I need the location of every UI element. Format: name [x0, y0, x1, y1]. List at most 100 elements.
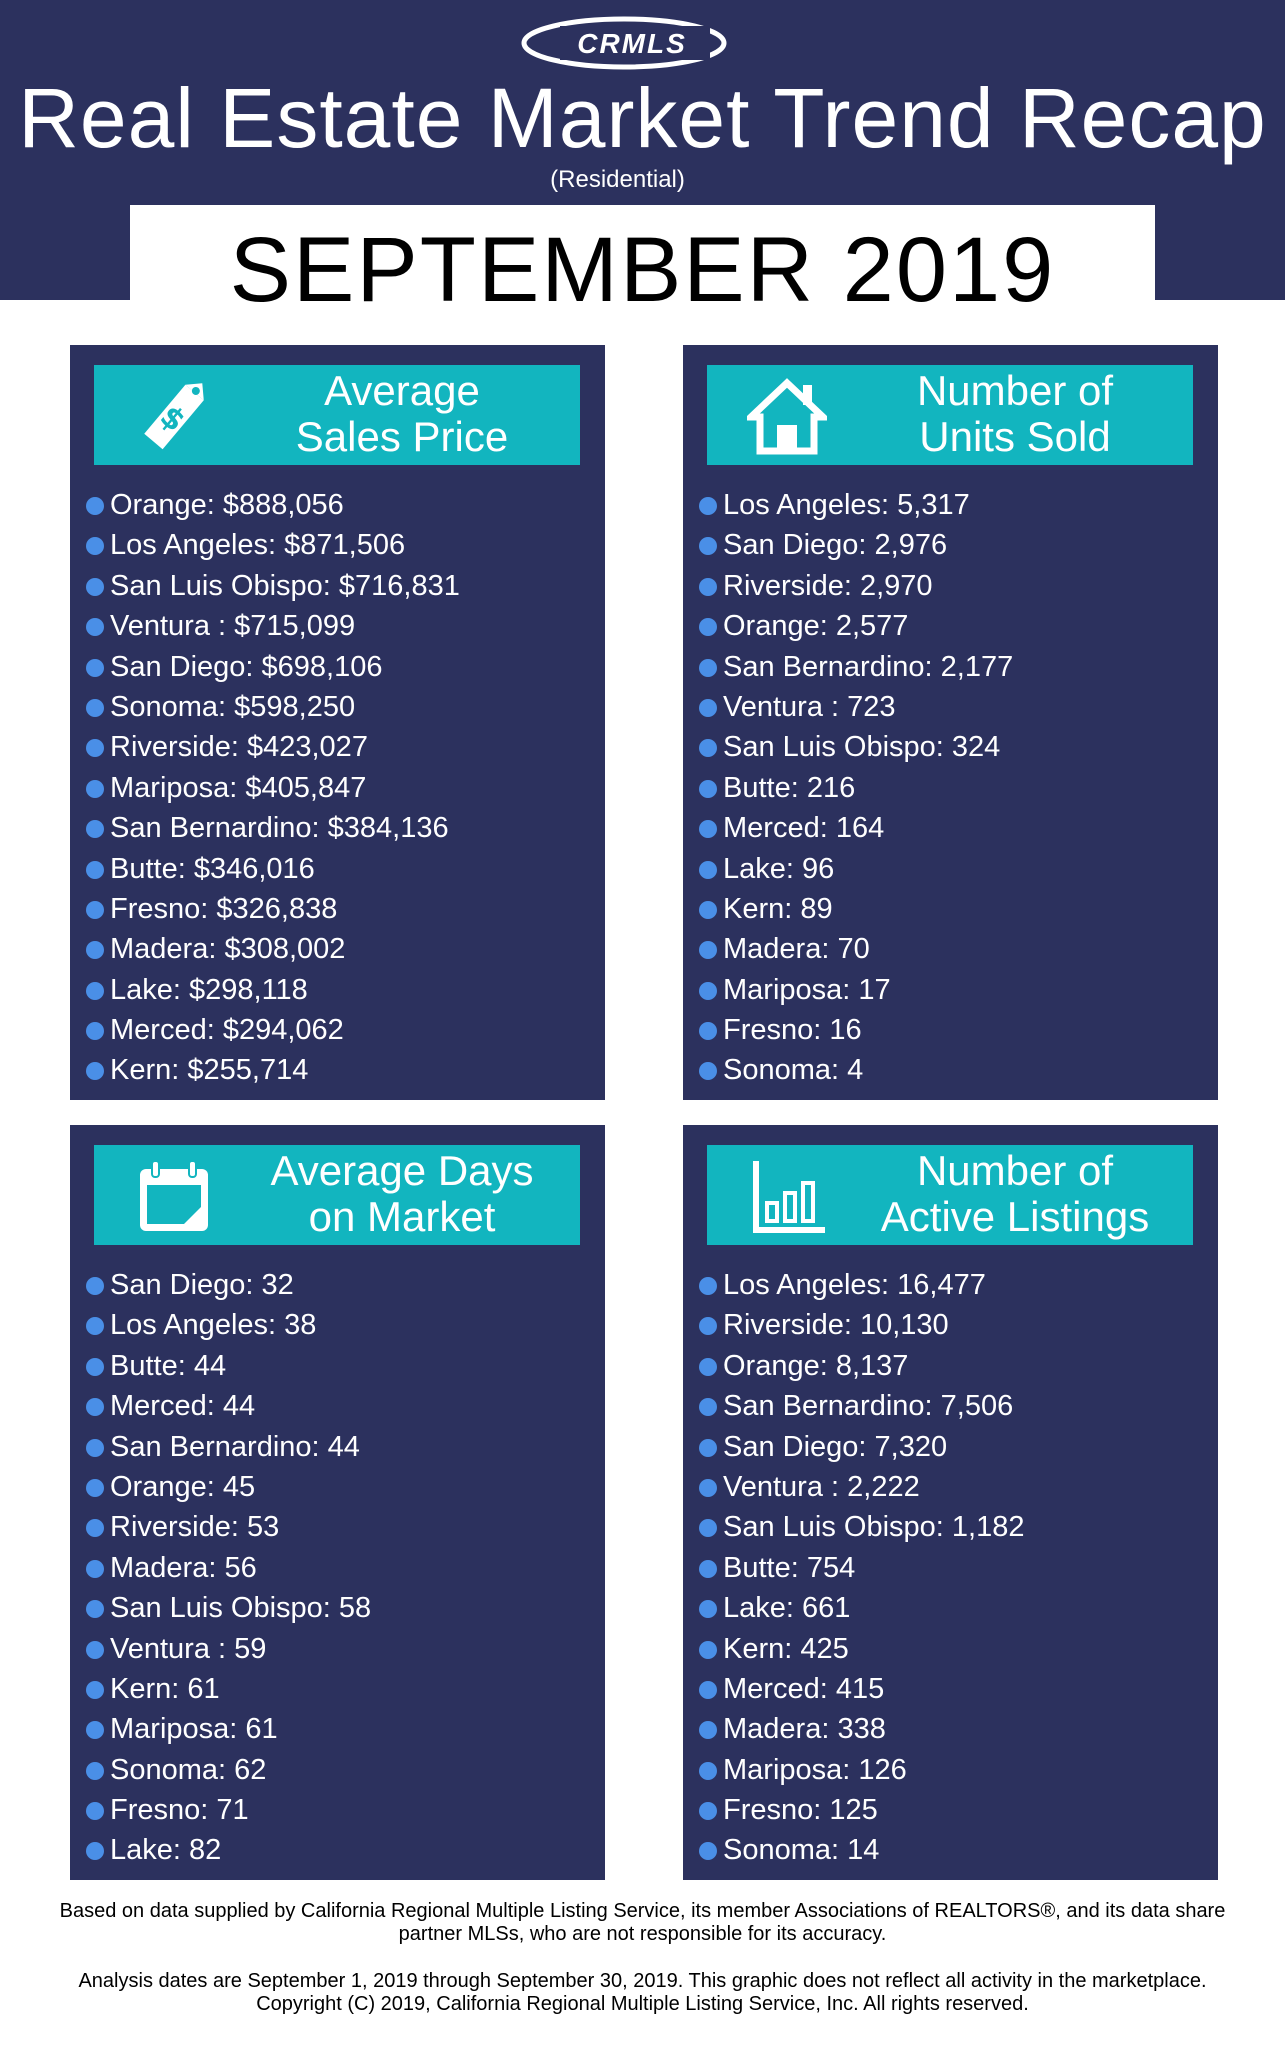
bullet-dot: [699, 497, 717, 515]
list-item-text: Orange: 8,137: [723, 1349, 909, 1382]
county-list: Los Angeles: 5,317 San Diego: 2,976 Rivers…: [699, 485, 1209, 1091]
list-item: Ventura : 59: [86, 1629, 596, 1669]
bullet-dot: [699, 658, 717, 677]
bullet-dot: [699, 1519, 717, 1538]
bullet-dot: [699, 981, 717, 1000]
list-item: Kern: 89: [699, 889, 1209, 929]
list-item-text: Riverside: 10,130: [723, 1309, 949, 1342]
bullet-dot: [699, 1277, 717, 1295]
list-item-text: Ventura : 723: [723, 690, 896, 723]
list-item-text: Butte: 754: [723, 1551, 856, 1584]
bullet-dot: [699, 537, 717, 556]
list-item: San Luis Obispo: 1,182: [699, 1507, 1209, 1547]
list-item: San Diego: 7,320: [699, 1427, 1209, 1467]
list-item-text: Madera: 70: [723, 933, 870, 966]
bullet-dot: [699, 1721, 717, 1740]
house-icon: [747, 377, 827, 457]
panel-active-listings: Number of Active Listings Los Angeles: 1…: [683, 1125, 1218, 1880]
bullet-dot: [699, 1680, 717, 1699]
bullet-dot: [86, 577, 104, 596]
list-item-text: Orange: $888,056: [110, 489, 344, 521]
bullet-dot: [86, 1761, 104, 1780]
list-item: Merced: 164: [699, 808, 1209, 848]
bullet-dot: [699, 779, 717, 798]
list-item: Los Angeles: $871,506: [86, 525, 596, 565]
list-item-text: Sonoma: 14: [723, 1834, 880, 1867]
list-item-text: Merced: 164: [723, 812, 885, 845]
list-item: San Diego: 32: [86, 1265, 596, 1305]
list-item-text: Lake: 661: [723, 1592, 851, 1625]
list-item: Merced: 44: [86, 1386, 596, 1426]
list-item-text: San Bernardino: 2,177: [723, 650, 1014, 683]
list-item: Sonoma: $598,250: [86, 687, 596, 727]
price-tag-icon: $: [134, 377, 214, 457]
bullet-dot: [699, 739, 717, 758]
list-item: Madera: 70: [699, 929, 1209, 969]
list-item-text: Los Angeles: 5,317: [723, 489, 970, 521]
list-item-text: Riverside: $423,027: [110, 731, 368, 764]
list-item: Butte: $346,016: [86, 849, 596, 889]
list-item-text: Riverside: 53: [110, 1511, 280, 1544]
bullet-dot: [699, 900, 717, 919]
list-item: Butte: 44: [86, 1346, 596, 1386]
bullet-dot: [86, 1559, 104, 1578]
list-item: Madera: $308,002: [86, 929, 596, 969]
list-item-text: San Diego: 2,976: [723, 529, 948, 562]
list-item-text: Kern: 425: [723, 1632, 849, 1665]
list-item-text: Los Angeles: 16,477: [723, 1269, 986, 1301]
list-item: Fresno: 16: [699, 1010, 1209, 1050]
list-item-text: Madera: 56: [110, 1551, 257, 1584]
list-item: San Bernardino: 2,177: [699, 647, 1209, 687]
list-item: Riverside: $423,027: [86, 727, 596, 767]
bullet-dot: [86, 900, 104, 919]
list-item: Sonoma: 14: [699, 1830, 1209, 1870]
list-item-text: San Diego: 7,320: [723, 1430, 948, 1463]
bullet-dot: [699, 698, 717, 717]
panel-title: Average Sales Price: [295, 367, 509, 460]
bar-chart-icon: [747, 1157, 827, 1237]
list-item-text: Madera: $308,002: [110, 933, 346, 966]
list-item-text: San Diego: $698,106: [110, 650, 383, 683]
bullet-dot: [699, 1062, 717, 1081]
list-item: Riverside: 2,970: [699, 566, 1209, 606]
list-item: San Luis Obispo: 324: [699, 727, 1209, 767]
bullet-dot: [86, 497, 104, 515]
list-item-text: Fresno: $326,838: [110, 892, 338, 925]
svg-text:CRMLS: CRMLS: [577, 28, 687, 59]
list-item-text: Mariposa: $405,847: [110, 771, 367, 804]
list-item: Lake: 82: [86, 1830, 596, 1870]
page-title: Real Estate Market Trend Recap: [18, 71, 1267, 165]
list-item-text: Lake: 82: [110, 1834, 222, 1867]
list-item: Madera: 56: [86, 1548, 596, 1588]
list-item: Fresno: 125: [699, 1790, 1209, 1830]
list-item-text: Butte: 216: [723, 771, 856, 804]
bullet-dot: [699, 1559, 717, 1578]
list-item-text: San Luis Obispo: 1,182: [723, 1511, 1025, 1544]
list-item: Orange: 45: [86, 1467, 596, 1507]
bullet-dot: [699, 618, 717, 637]
panel-banner: Number of Units Sold: [707, 365, 1193, 465]
bullet-dot: [86, 1842, 104, 1861]
bullet-dot: [86, 820, 104, 839]
list-item-text: San Bernardino: 7,506: [723, 1390, 1014, 1423]
list-item: Madera: 338: [699, 1709, 1209, 1749]
list-item: San Bernardino: 7,506: [699, 1386, 1209, 1426]
list-item: Los Angeles: 38: [86, 1305, 596, 1345]
bullet-dot: [86, 658, 104, 677]
bullet-dot: [699, 1842, 717, 1861]
list-item-text: Kern: $255,714: [110, 1054, 309, 1087]
list-item-text: Sonoma: $598,250: [110, 690, 356, 723]
list-item: Orange: 2,577: [699, 606, 1209, 646]
county-list: Orange: $888,056 Los Angeles: $871,506 San…: [86, 485, 596, 1091]
list-item-text: Fresno: 16: [723, 1014, 862, 1047]
list-item: Ventura : $715,099: [86, 606, 596, 646]
list-item: Ventura : 2,222: [699, 1467, 1209, 1507]
list-item-text: San Bernardino: $384,136: [110, 812, 449, 845]
list-item: Ventura : 723: [699, 687, 1209, 727]
list-item: Los Angeles: 16,477: [699, 1265, 1209, 1305]
list-item: Lake: 661: [699, 1588, 1209, 1628]
list-item-text: Ventura : 59: [110, 1632, 267, 1665]
bullet-dot: [699, 860, 717, 879]
list-item: Merced: $294,062: [86, 1010, 596, 1050]
list-item-text: Fresno: 125: [723, 1794, 878, 1827]
